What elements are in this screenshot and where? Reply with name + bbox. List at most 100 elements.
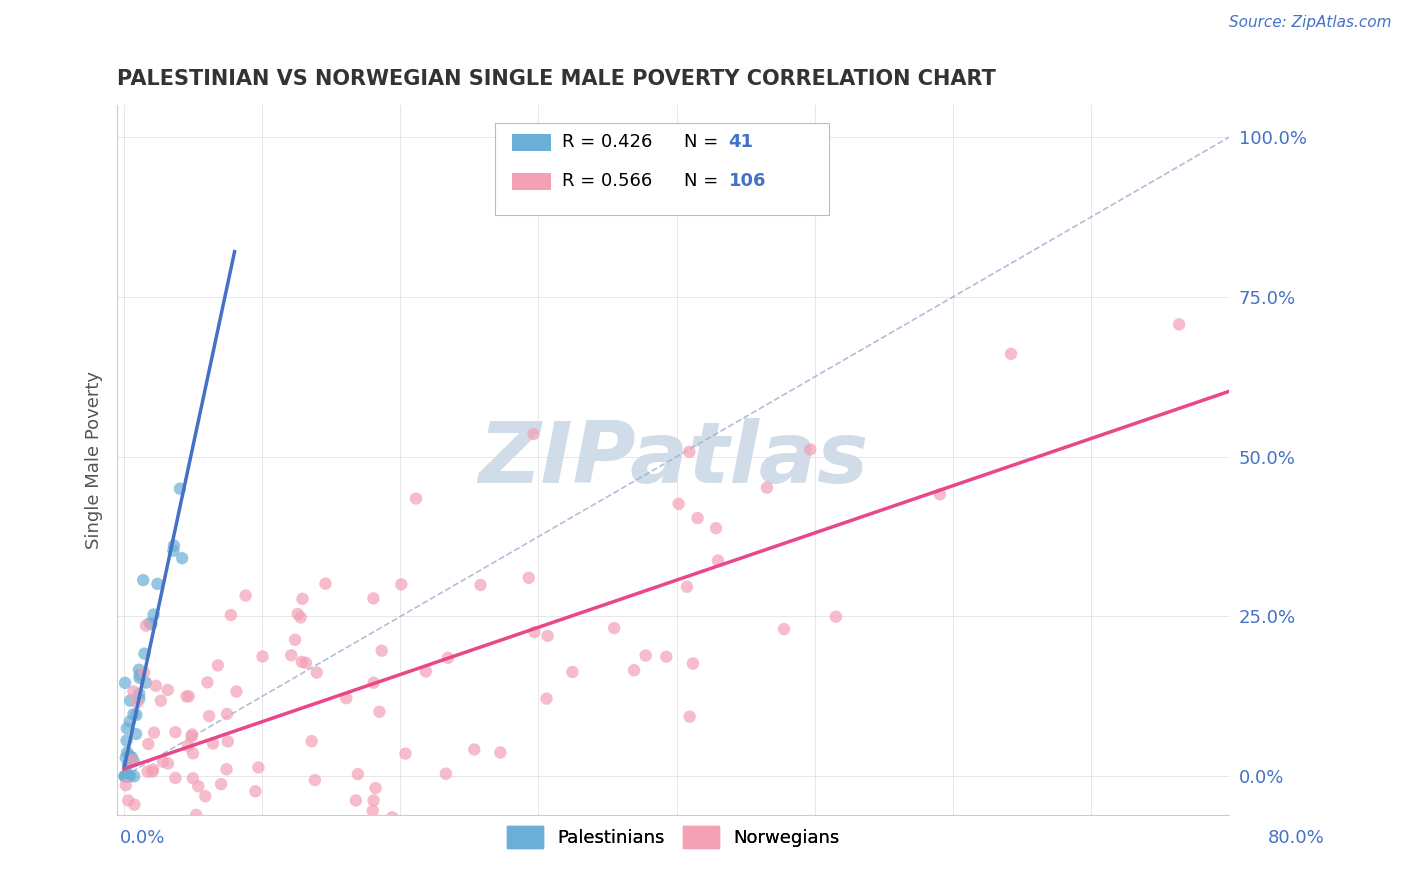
Norwegians — [132, 665, 155, 680]
Palestinians — [146, 577, 169, 591]
Norwegians — [304, 773, 326, 788]
Palestinians — [117, 769, 139, 783]
Norwegians — [291, 591, 314, 606]
Palestinians — [142, 607, 165, 622]
Norwegians — [245, 784, 267, 798]
Norwegians — [344, 793, 367, 807]
Norwegians — [655, 649, 678, 664]
Palestinians — [115, 769, 138, 783]
Norwegians — [361, 804, 384, 818]
Norwegians — [135, 618, 157, 632]
Norwegians — [145, 679, 167, 693]
Palestinians — [122, 754, 145, 768]
Palestinians — [125, 707, 148, 722]
Norwegians — [208, 847, 231, 861]
Norwegians — [1000, 347, 1022, 361]
Norwegians — [235, 589, 257, 603]
Norwegians — [209, 777, 232, 791]
Palestinians — [121, 750, 143, 764]
Norwegians — [682, 657, 704, 671]
Palestinians — [115, 722, 138, 736]
Text: 41: 41 — [728, 133, 754, 152]
Palestinians — [115, 746, 138, 760]
Norwegians — [181, 727, 204, 741]
Norwegians — [284, 632, 307, 647]
Norwegians — [824, 609, 846, 624]
Norwegians — [225, 684, 247, 698]
Palestinians — [134, 647, 156, 661]
Norwegians — [121, 753, 143, 767]
Norwegians — [603, 621, 626, 635]
Norwegians — [160, 851, 183, 865]
Palestinians — [163, 539, 186, 553]
Norwegians — [177, 822, 200, 837]
Palestinians — [135, 675, 157, 690]
Norwegians — [184, 819, 207, 833]
Norwegians — [165, 725, 187, 739]
Palestinians — [117, 757, 139, 772]
Norwegians — [704, 521, 727, 535]
Text: ZIPatlas: ZIPatlas — [478, 418, 868, 501]
Norwegians — [165, 771, 187, 785]
Text: N =: N = — [685, 172, 724, 190]
Norwegians — [127, 696, 149, 710]
Norwegians — [252, 649, 274, 664]
Norwegians — [124, 797, 146, 812]
Norwegians — [305, 665, 328, 680]
Palestinians — [138, 616, 160, 631]
Palestinians — [141, 617, 163, 632]
Norwegians — [314, 576, 336, 591]
Norwegians — [623, 663, 645, 677]
Palestinians — [117, 768, 139, 782]
Palestinians — [114, 676, 136, 690]
Norwegians — [389, 577, 412, 591]
Norwegians — [295, 656, 318, 670]
Norwegians — [156, 756, 179, 771]
Palestinians — [115, 769, 138, 783]
Norwegians — [280, 648, 302, 663]
Norwegians — [363, 675, 385, 690]
Norwegians — [209, 865, 232, 880]
Norwegians — [1168, 318, 1191, 332]
Norwegians — [177, 690, 200, 704]
Norwegians — [463, 742, 485, 756]
Palestinians — [128, 691, 150, 706]
Palestinians — [120, 693, 142, 707]
Norwegians — [363, 793, 385, 807]
Norwegians — [434, 766, 457, 780]
Palestinians — [125, 727, 148, 741]
Norwegians — [152, 755, 174, 769]
Norwegians — [291, 655, 314, 669]
Norwegians — [117, 793, 139, 807]
Norwegians — [138, 737, 160, 751]
Norwegians — [363, 591, 385, 606]
Palestinians — [114, 769, 136, 783]
Norwegians — [149, 694, 172, 708]
Palestinians — [121, 754, 143, 768]
Norwegians — [335, 691, 357, 706]
Norwegians — [176, 690, 198, 704]
Norwegians — [381, 810, 404, 824]
Palestinians — [172, 551, 194, 566]
Palestinians — [118, 714, 141, 729]
Palestinians — [162, 543, 184, 558]
Text: PALESTINIAN VS NORWEGIAN SINGLE MALE POVERTY CORRELATION CHART: PALESTINIAN VS NORWEGIAN SINGLE MALE POV… — [117, 69, 995, 88]
Norwegians — [247, 760, 270, 774]
Norwegians — [523, 625, 546, 640]
Norwegians — [141, 764, 163, 779]
Text: R = 0.426: R = 0.426 — [562, 133, 652, 152]
Norwegians — [197, 675, 219, 690]
Palestinians — [114, 769, 136, 783]
Norwegians — [287, 607, 309, 621]
Norwegians — [136, 764, 159, 779]
Text: Source: ZipAtlas.com: Source: ZipAtlas.com — [1229, 15, 1392, 29]
Norwegians — [634, 648, 657, 663]
Palestinians — [128, 663, 150, 677]
Norwegians — [181, 772, 204, 786]
Norwegians — [215, 762, 238, 776]
Palestinians — [117, 769, 139, 783]
Norwegians — [517, 571, 540, 585]
Norwegians — [226, 821, 249, 835]
Norwegians — [219, 607, 242, 622]
Norwegians — [368, 705, 391, 719]
